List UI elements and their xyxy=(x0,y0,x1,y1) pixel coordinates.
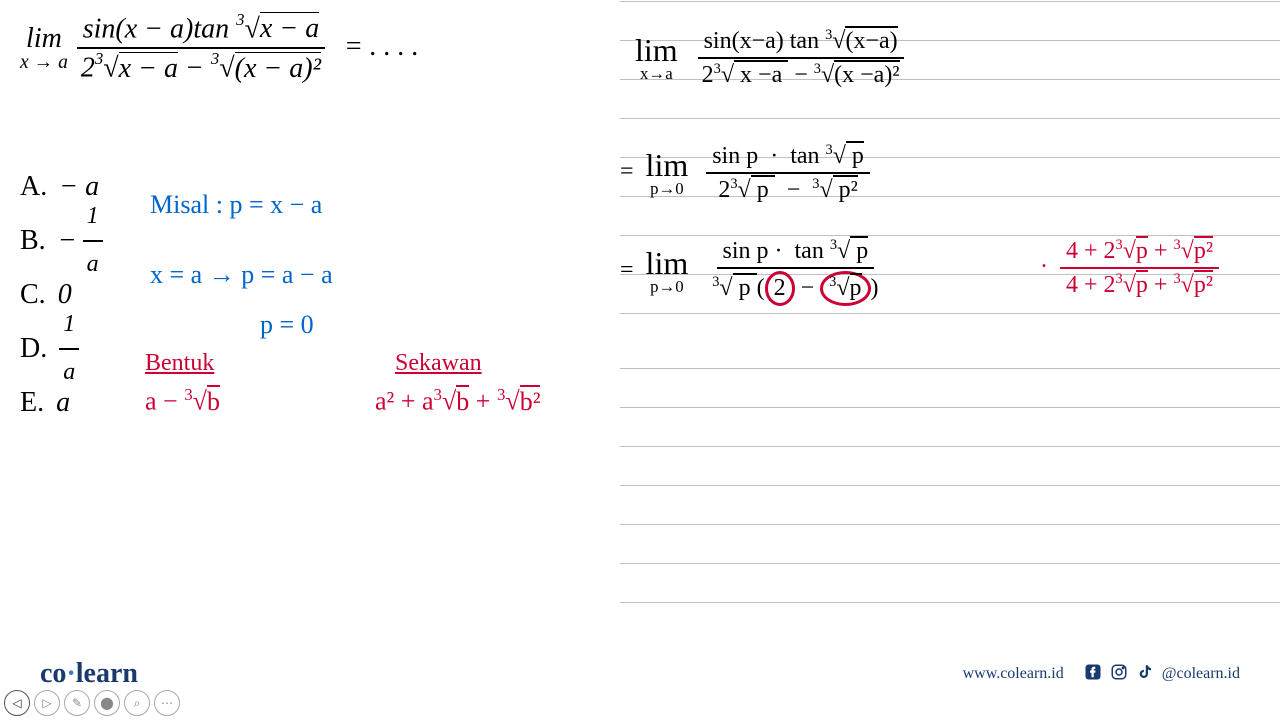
main-content: lim x → a sin(x − a)tan 3√x − a 23√x − a… xyxy=(0,0,1280,720)
problem-statement: lim x → a sin(x − a)tan 3√x − a 23√x − a… xyxy=(20,10,419,87)
tiktok-icon xyxy=(1136,663,1154,686)
next-button[interactable]: ▷ xyxy=(34,690,60,716)
step3-num: sin p · tan 3√ p xyxy=(717,235,875,269)
social-links: @colearn.id xyxy=(1084,663,1240,686)
option-d: D. 1 a xyxy=(20,322,103,376)
highlight-button[interactable]: ⬤ xyxy=(94,690,120,716)
step1-den: 23√ x −a − 3√(x −a)² xyxy=(696,59,906,91)
footer: co·learn www.colearn.id @colearn.id xyxy=(0,658,1280,690)
option-b: B. − 1 a xyxy=(20,214,103,268)
work-step3-conjugate: · 4 + 23√p + 3√p² 4 + 23√p + 3√p² xyxy=(1040,235,1219,301)
facebook-icon xyxy=(1084,663,1102,686)
substitution-line2: x = a → p = a − a xyxy=(150,260,333,290)
prev-button[interactable]: ◁ xyxy=(4,690,30,716)
option-b-num: 1 xyxy=(83,194,103,242)
bentuk-label: Bentuk xyxy=(145,350,214,377)
work-area xyxy=(620,0,1280,640)
sekawan-label: Sekawan xyxy=(395,350,482,377)
player-toolbar: ◁ ▷ ✎ ⬤ ⌕ ⋯ xyxy=(0,686,184,720)
limit-var: x → a xyxy=(20,53,68,73)
answer-options: A. − a B. − 1 a C. 0 D. 1 a E. a xyxy=(20,160,103,430)
option-d-num: 1 xyxy=(59,302,79,350)
step3b-den: 4 + 23√p + 3√p² xyxy=(1060,269,1219,301)
option-b-sign: − xyxy=(58,214,77,267)
lim-var-1: x→a xyxy=(640,66,673,83)
logo-part-b: learn xyxy=(76,658,138,689)
problem-denominator: 23√x − a − 3√(x − a)² xyxy=(75,49,327,86)
lim-text-2: lim xyxy=(646,149,689,181)
bentuk-formula: a − 3√b xyxy=(145,385,220,417)
footer-url: www.colearn.id xyxy=(963,665,1064,683)
lim-text: lim xyxy=(635,34,678,66)
option-e: E. a xyxy=(20,376,103,430)
substitution-line3: p = 0 xyxy=(260,310,314,340)
circled-2: 2 xyxy=(765,271,795,306)
lim-var-2: p→0 xyxy=(650,181,684,198)
lim-var-3: p→0 xyxy=(650,279,684,296)
work-step3: = lim p→0 sin p · tan 3√ p 3√ p (2 − 3√p… xyxy=(620,235,885,308)
option-e-value: a xyxy=(56,376,70,429)
step2-den: 23√ p − 3√ p² xyxy=(712,174,864,206)
pen-button[interactable]: ✎ xyxy=(64,690,90,716)
more-button[interactable]: ⋯ xyxy=(154,690,180,716)
instagram-icon xyxy=(1110,663,1128,686)
step1-num: sin(x−a) tan 3√(x−a) xyxy=(698,25,904,59)
eq3: = xyxy=(620,257,634,283)
step3b-num: 4 + 23√p + 3√p² xyxy=(1060,235,1219,269)
option-b-den: a xyxy=(83,242,103,288)
substitution-line1: Misal : p = x − a xyxy=(150,190,322,220)
sekawan-formula: a² + a3√b + 3√b² xyxy=(375,385,540,417)
work-step2: = lim p→0 sin p · tan 3√ p 23√ p − 3√ p² xyxy=(620,140,870,206)
problem-numerator: sin(x − a)tan 3√x − a xyxy=(77,10,326,49)
step3-den: 3√ p (2 − 3√p) xyxy=(706,269,884,308)
circled-root-p: 3√p xyxy=(820,271,870,306)
equals-dots: = . . . . xyxy=(344,31,419,62)
work-step1: lim x→a sin(x−a) tan 3√(x−a) 23√ x −a − … xyxy=(635,25,906,91)
footer-right: www.colearn.id @colearn.id xyxy=(963,663,1240,686)
lim-text-3: lim xyxy=(646,247,689,279)
limit-text: lim xyxy=(26,25,62,53)
dot-multiply: · xyxy=(1040,254,1048,280)
step2-num: sin p · tan 3√ p xyxy=(706,140,870,174)
logo-part-a: co xyxy=(40,658,66,689)
social-handle: @colearn.id xyxy=(1162,665,1240,683)
zoom-button[interactable]: ⌕ xyxy=(124,690,150,716)
eq2: = xyxy=(620,159,634,185)
